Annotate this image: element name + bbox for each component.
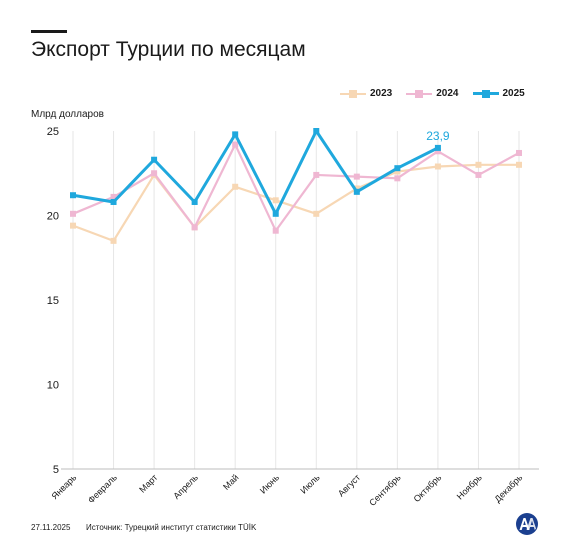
legend: 2023 2024 2025 — [340, 88, 525, 99]
legend-item-2024: 2024 — [406, 88, 459, 99]
legend-swatch-2023 — [340, 89, 366, 98]
legend-swatch-2024 — [406, 89, 433, 98]
marker-2023-6 — [313, 210, 320, 217]
y-tick-label-3: 20 — [47, 211, 59, 223]
x-tick-label-10: Ноябрь — [455, 472, 484, 501]
aa-logo-icon — [516, 513, 538, 535]
x-tick-label-3: Апрель — [171, 472, 200, 501]
legend-label-2024: 2024 — [436, 88, 459, 99]
marker-2025-0 — [70, 192, 76, 199]
title-rule — [31, 30, 67, 33]
marker-2024-0 — [70, 210, 76, 217]
legend-item-2023: 2023 — [340, 88, 392, 99]
x-tick-label-11: Декабрь — [493, 472, 525, 504]
marker-2024-5 — [272, 227, 279, 234]
x-tick-label-4: Май — [221, 472, 241, 492]
x-tick-label-1: Февраль — [86, 472, 119, 505]
footer-date: 27.11.2025 — [31, 523, 71, 532]
x-tick-label-8: Сентябрь — [367, 472, 403, 508]
marker-2025-7 — [353, 188, 360, 195]
marker-2023-10 — [475, 161, 482, 168]
marker-2024-6 — [313, 171, 320, 178]
marker-2023-9 — [434, 163, 441, 170]
x-tick-label-2: Март — [137, 472, 159, 494]
marker-2025-5 — [272, 210, 279, 217]
marker-2023-4 — [232, 183, 239, 190]
y-tick-label-0: 5 — [53, 464, 59, 476]
marker-2024-3 — [191, 224, 198, 231]
y-tick-label-1: 10 — [47, 380, 59, 392]
y-tick-label-2: 15 — [47, 295, 59, 307]
x-tick-label-5: Июнь — [258, 472, 281, 495]
marker-2024-10 — [475, 171, 482, 178]
marker-2025-2 — [151, 156, 158, 163]
x-tick-label-0: Январь — [50, 472, 79, 501]
marker-2024-8 — [394, 175, 401, 182]
marker-2024-1 — [110, 193, 117, 200]
y-axis-label: Млрд долларов — [31, 109, 104, 120]
marker-2024-9 — [434, 148, 441, 155]
marker-2024-2 — [151, 170, 158, 177]
x-tick-label-6: Июль — [298, 472, 322, 496]
page-title: Экспорт Турции по месяцам — [31, 38, 306, 61]
marker-2025-6 — [313, 128, 320, 134]
marker-2025-1 — [110, 198, 117, 205]
legend-item-2025: 2025 — [472, 88, 525, 99]
x-tick-label-9: Октябрь — [412, 472, 444, 504]
series-line-2023 — [72, 163, 519, 242]
x-tick-label-7: Август — [336, 472, 362, 498]
marker-2024-4 — [232, 141, 239, 148]
marker-2023-7 — [353, 185, 360, 192]
series-line-2025 — [72, 129, 439, 216]
marker-2023-11 — [516, 161, 522, 168]
legend-label-2023: 2023 — [370, 88, 393, 99]
marker-2023-1 — [110, 237, 117, 244]
legend-swatch-2025 — [472, 89, 499, 98]
data-label-0: 23,9 — [426, 129, 450, 143]
legend-label-2025: 2025 — [502, 88, 525, 99]
marker-2023-0 — [70, 222, 76, 229]
marker-2025-9 — [434, 144, 441, 151]
y-tick-label-4: 25 — [47, 126, 59, 138]
footer-source: Источник: Турецкий институт статистики T… — [86, 523, 257, 532]
marker-2025-8 — [394, 165, 401, 172]
marker-2024-7 — [353, 173, 360, 180]
marker-2024-11 — [516, 149, 522, 156]
marker-2025-3 — [191, 198, 198, 205]
marker-2023-5 — [272, 197, 279, 204]
marker-2023-8 — [394, 168, 401, 175]
series-line-2024 — [72, 143, 520, 232]
marker-2025-4 — [232, 131, 239, 138]
